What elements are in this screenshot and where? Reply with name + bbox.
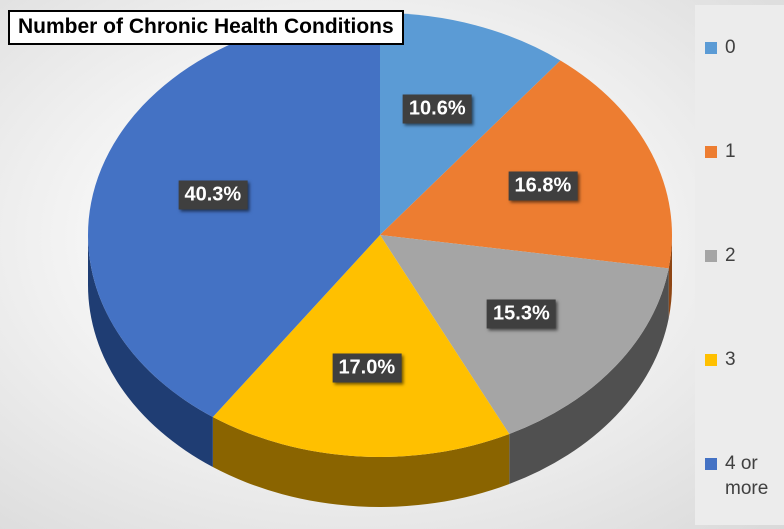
pie-side-4-or-more [88,235,213,468]
legend-label: 0 [725,37,736,58]
legend-swatch [705,458,717,470]
pie-side-1 [668,235,672,319]
data-label-4-or-more: 40.3% [178,180,248,210]
pie-slice-4-or-more [87,13,380,418]
legend-label: 3 [725,349,736,370]
chart-area: Number of Chronic Health Conditions 10.6… [8,10,672,507]
legend: 0 1 2 3 4 or more [695,5,784,525]
legend-item-3: 3 [705,347,784,372]
pie-slice-3 [212,235,510,457]
legend-item-4-or-more: 4 or more [705,451,784,501]
legend-label: 1 [725,141,736,162]
pie-side-3 [212,417,510,507]
data-label-2: 15.3% [487,299,556,329]
legend-item-1: 1 [705,139,784,164]
legend-swatch [705,42,717,54]
data-label-1: 16.8% [508,171,578,201]
pie-slice-0 [380,13,561,235]
pie-slice-1 [380,60,672,269]
pie-chart [87,13,672,507]
pie-side-walls [88,235,672,507]
legend-item-2: 2 [705,243,784,268]
data-label-0: 10.6% [402,94,472,124]
data-label-3: 17.0% [332,353,402,383]
pie-slices [87,13,672,457]
legend-label: 2 [725,245,736,266]
legend-label: 4 or more [725,453,769,499]
legend-swatch [705,354,717,366]
pie-side-2 [509,268,669,485]
legend-swatch [705,146,717,158]
legend-swatch [705,250,717,262]
chart-title: Number of Chronic Health Conditions [8,10,404,45]
legend-item-0: 0 [705,35,784,60]
pie-slice-2 [380,235,669,435]
